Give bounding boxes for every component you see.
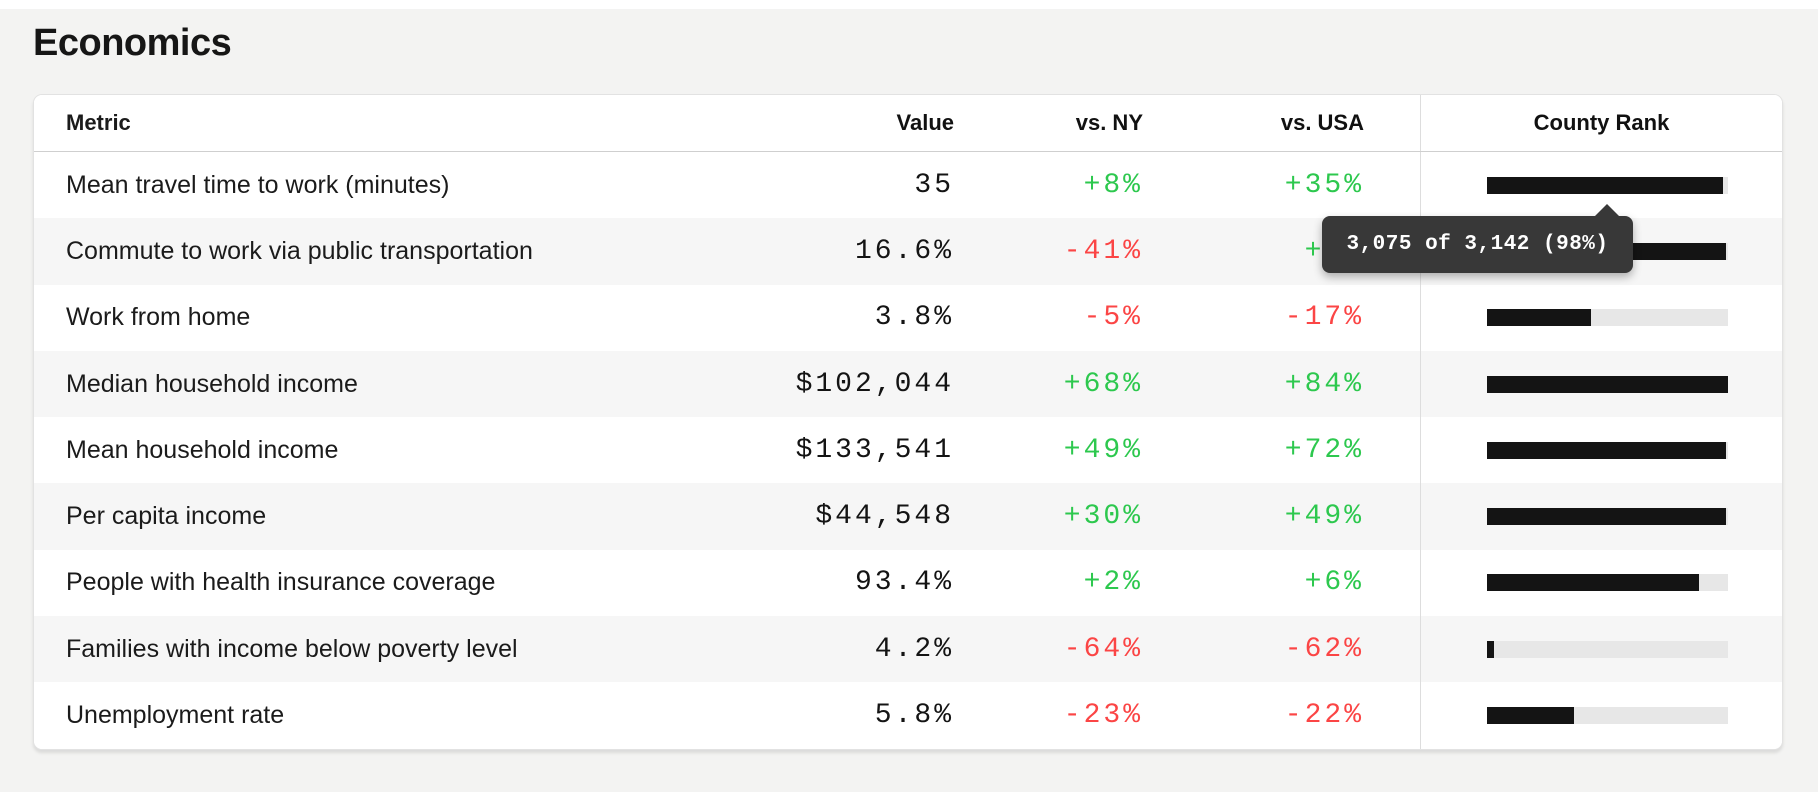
table-row: People with health insurance coverage 93… — [34, 549, 1782, 617]
economics-table-card: Metric Value vs. NY vs. USA County Rank … — [33, 94, 1783, 750]
metric-value: 5.8% — [874, 700, 954, 732]
table-row: Mean household income $133,541 +49% +72% — [34, 417, 1782, 484]
county-rank-bar[interactable] — [1487, 640, 1728, 658]
county-rank-bar[interactable] — [1487, 707, 1728, 725]
metric-label: People with health insurance coverage — [66, 568, 496, 597]
metric-value: $102,044 — [795, 368, 954, 400]
county-rank-cell — [1420, 616, 1782, 683]
metric-label: Median household income — [66, 369, 358, 398]
county-rank-cell — [1420, 483, 1782, 550]
vs-usa-value: +49% — [1284, 501, 1364, 533]
metric-value: $133,541 — [795, 434, 954, 466]
vs-usa-value: +6% — [1304, 567, 1364, 599]
table-row: Work from home 3.8% -5% -17% — [34, 284, 1782, 351]
county-rank-bar-fill — [1487, 375, 1728, 393]
metric-label: Unemployment rate — [66, 701, 285, 730]
vs-usa-value: +35% — [1284, 169, 1364, 201]
col-header-county-rank: County Rank — [1420, 95, 1782, 151]
county-rank-bar-fill — [1487, 309, 1591, 327]
metric-label: Commute to work via public transportatio… — [66, 236, 533, 265]
vs-ny-value: -5% — [1083, 302, 1143, 334]
tooltip-arrow — [1594, 204, 1620, 217]
county-rank-cell — [1420, 682, 1782, 749]
vs-usa-value: -17% — [1284, 302, 1364, 334]
vs-ny-value: +8% — [1083, 169, 1143, 201]
rank-tooltip: 3,075 of 3,142 (98%) — [1322, 204, 1633, 273]
county-rank-bar[interactable] — [1487, 309, 1728, 327]
metric-label: Work from home — [66, 303, 251, 332]
section-title: Economics — [33, 22, 232, 64]
county-rank-bar-fill — [1487, 707, 1574, 725]
table-row: Median household income $102,044 +68% +8… — [34, 350, 1782, 418]
col-header-vs-ny: vs. NY — [1075, 110, 1143, 135]
metric-value: 35 — [914, 169, 954, 201]
vs-ny-value: -64% — [1063, 633, 1143, 665]
table-row: Unemployment rate 5.8% -23% -22% — [34, 682, 1782, 749]
metric-value: $44,548 — [815, 501, 954, 533]
metric-value: 16.6% — [854, 235, 954, 267]
vs-ny-value: +2% — [1083, 567, 1143, 599]
col-header-metric: Metric — [66, 110, 131, 135]
metric-value: 93.4% — [854, 567, 954, 599]
county-rank-cell — [1420, 417, 1782, 484]
county-rank-cell — [1420, 549, 1782, 617]
county-rank-bar-fill — [1487, 508, 1726, 526]
county-rank-bar-fill — [1487, 441, 1726, 459]
table-row: Per capita income $44,548 +30% +49% — [34, 483, 1782, 550]
metric-value: 3.8% — [874, 302, 954, 334]
metric-label: Families with income below poverty level — [66, 634, 518, 663]
county-rank-bar[interactable] — [1487, 176, 1728, 194]
table-row: Families with income below poverty level… — [34, 616, 1782, 683]
vs-usa-value: -22% — [1284, 700, 1364, 732]
county-rank-bar[interactable] — [1487, 441, 1728, 459]
county-rank-cell — [1420, 152, 1782, 219]
vs-ny-value: +68% — [1063, 368, 1143, 400]
county-rank-bar-fill — [1487, 640, 1495, 658]
col-header-value: Value — [896, 110, 954, 135]
metric-label: Per capita income — [66, 502, 267, 531]
rank-tooltip-text: 3,075 of 3,142 (98%) — [1346, 233, 1609, 256]
county-rank-bar[interactable] — [1487, 375, 1728, 393]
vs-ny-value: +49% — [1063, 434, 1143, 466]
vs-ny-value: -23% — [1063, 700, 1143, 732]
metric-value: 4.2% — [874, 633, 954, 665]
metric-label: Mean household income — [66, 435, 339, 464]
county-rank-cell — [1420, 284, 1782, 351]
vs-usa-value: -62% — [1284, 633, 1364, 665]
vs-ny-value: +30% — [1063, 501, 1143, 533]
metric-label: Mean travel time to work (minutes) — [66, 170, 450, 199]
county-rank-cell — [1420, 350, 1782, 418]
table-row: Mean travel time to work (minutes) 35 +8… — [34, 152, 1782, 219]
vs-ny-value: -41% — [1063, 235, 1143, 267]
county-rank-bar-fill — [1487, 176, 1724, 194]
vs-usa-value: +84% — [1284, 368, 1364, 400]
county-rank-bar[interactable] — [1487, 508, 1728, 526]
county-rank-bar[interactable] — [1487, 574, 1728, 592]
table-header-row: Metric Value vs. NY vs. USA County Rank — [34, 95, 1782, 152]
vs-usa-value: +72% — [1284, 434, 1364, 466]
top-strip — [0, 0, 1818, 9]
col-header-vs-usa: vs. USA — [1280, 110, 1364, 135]
county-rank-bar-fill — [1487, 574, 1700, 592]
